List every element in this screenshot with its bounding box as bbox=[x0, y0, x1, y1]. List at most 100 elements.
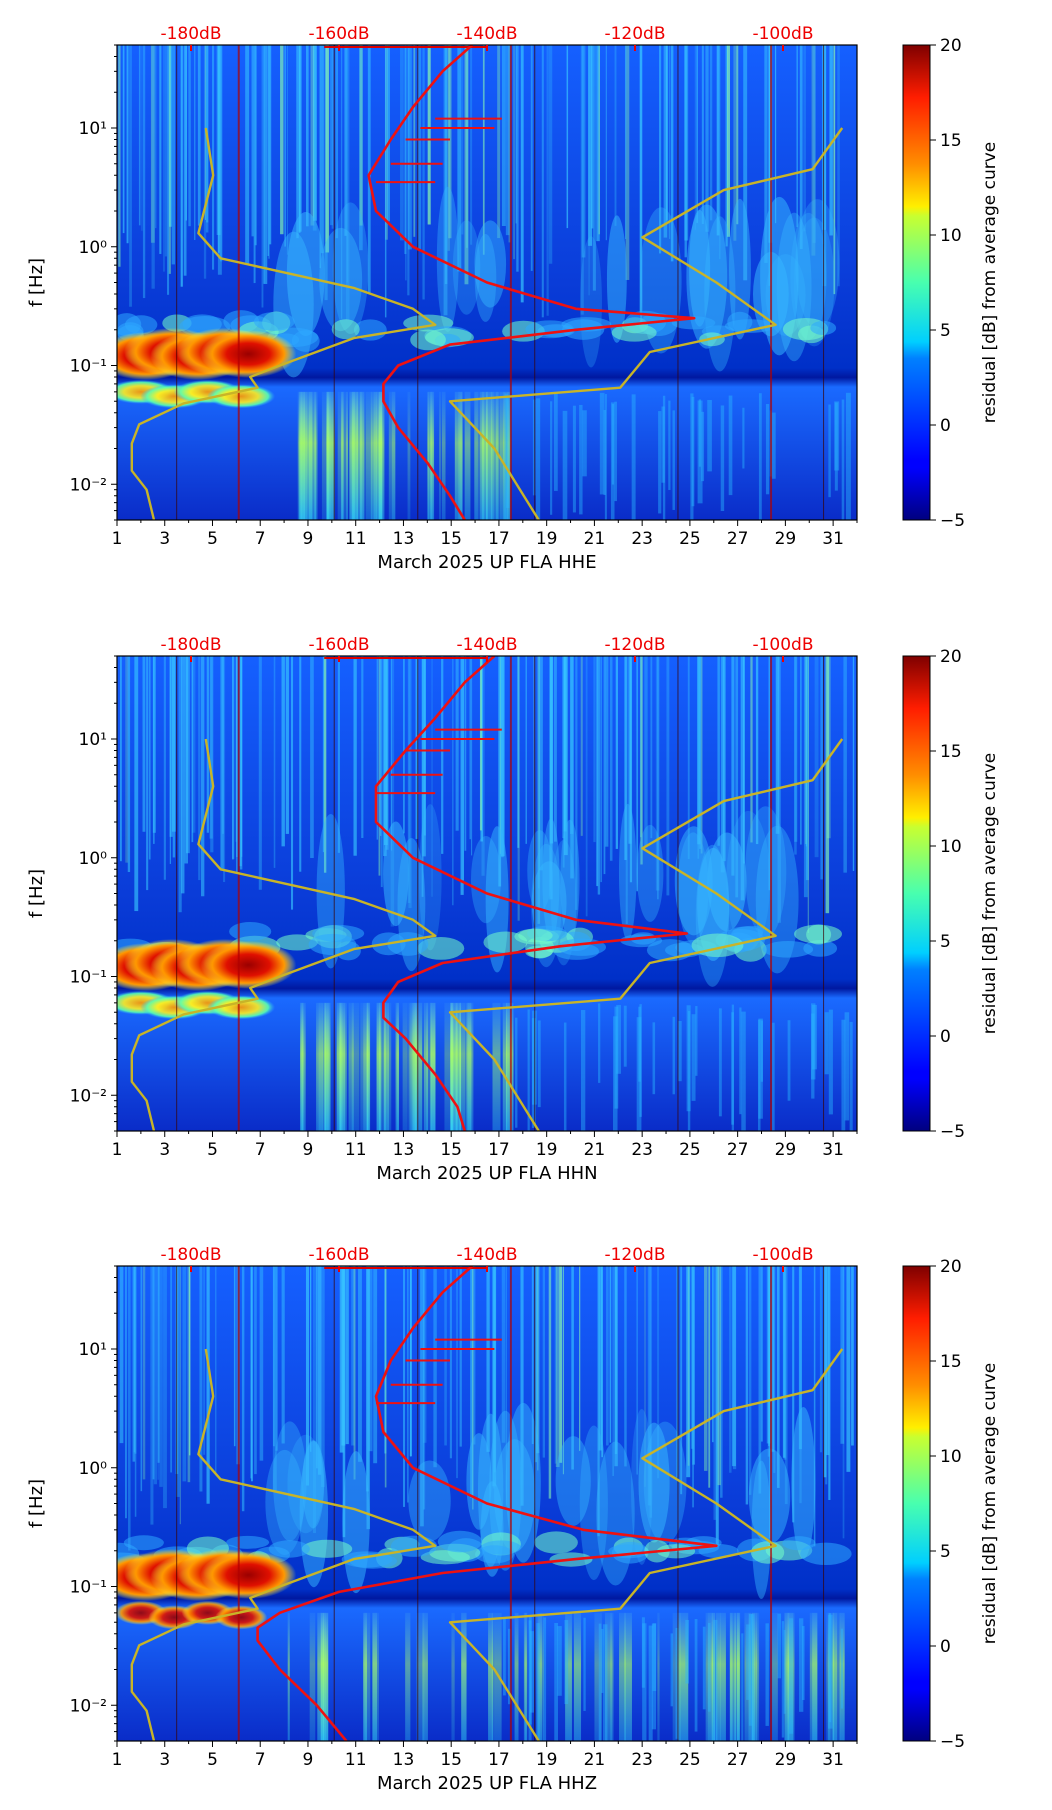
average-psd-curve bbox=[367, 45, 696, 520]
x-tick-label: 13 bbox=[393, 1750, 415, 1770]
x-tick-label: 9 bbox=[303, 529, 314, 549]
x-tick-label: 15 bbox=[440, 529, 462, 549]
x-tick-label: 23 bbox=[631, 1140, 653, 1160]
x-tick-label: 11 bbox=[345, 1750, 367, 1770]
y-tick-label: 10⁻² bbox=[70, 475, 107, 495]
y-axis-label: f [Hz] bbox=[26, 1479, 47, 1528]
x-tick-label: 7 bbox=[255, 529, 266, 549]
colorbar-tick-label: 15 bbox=[940, 742, 962, 762]
colorbar-label: residual [dB] from average curve bbox=[980, 753, 1000, 1034]
spectrogram-plot-area bbox=[117, 45, 857, 520]
colorbar-tick-label: −5 bbox=[940, 1732, 965, 1752]
high-frequency-streaks bbox=[119, 1266, 854, 1551]
top-db-axis: -180dB -160dB -140dB -120dB -100dB bbox=[160, 635, 814, 662]
colorbar-tick-label: 0 bbox=[940, 416, 951, 436]
colorbar-tick-label: 15 bbox=[940, 131, 962, 151]
top-db-label: -180dB bbox=[160, 1245, 221, 1265]
x-tick-label: 1 bbox=[112, 1140, 123, 1160]
noise-model-lower-curve bbox=[130, 738, 437, 1131]
top-db-axis: -180dB -160dB -140dB -120dB -100dB bbox=[160, 1245, 814, 1272]
colorbar-tick-label: 5 bbox=[940, 321, 951, 341]
top-db-label: -140dB bbox=[456, 24, 517, 44]
x-tick-label: 27 bbox=[727, 529, 749, 549]
x-axis-label: March 2025 UP FLA HHN bbox=[376, 1163, 597, 1184]
top-db-label: -160dB bbox=[308, 635, 369, 655]
top-db-label: -180dB bbox=[160, 635, 221, 655]
colorbar-tick-label: 10 bbox=[940, 226, 962, 246]
top-db-label: -120dB bbox=[604, 635, 665, 655]
x-tick-label: 17 bbox=[488, 1140, 510, 1160]
colorbar-tick-label: 0 bbox=[940, 1027, 951, 1047]
y-axis-label: f [Hz] bbox=[26, 258, 47, 307]
low-frequency-stripes bbox=[297, 391, 851, 520]
colorbar-gradient bbox=[902, 44, 931, 521]
top-db-label: -100dB bbox=[752, 1245, 813, 1265]
x-tick-label: 5 bbox=[207, 1140, 218, 1160]
x-tick-label: 17 bbox=[488, 529, 510, 549]
x-tick-label: 21 bbox=[584, 529, 606, 549]
x-tick-label: 29 bbox=[775, 529, 797, 549]
noise-model-lower-curve bbox=[130, 1348, 437, 1741]
x-tick-label: 9 bbox=[303, 1750, 314, 1770]
x-tick-label: 3 bbox=[159, 529, 170, 549]
high-frequency-streaks bbox=[119, 656, 855, 933]
x-tick-label: 17 bbox=[488, 1750, 510, 1770]
y-tick-label: 10⁻¹ bbox=[70, 968, 107, 988]
y-tick-label: 10¹ bbox=[79, 1340, 107, 1360]
y-axis: 10¹ 10⁰ 10⁻¹ 10⁻² f [Hz] bbox=[26, 44, 117, 521]
colorbar-tick-label: 5 bbox=[940, 1542, 951, 1562]
top-db-label: -100dB bbox=[752, 24, 813, 44]
x-tick-label: 19 bbox=[536, 1140, 558, 1160]
x-tick-label: 31 bbox=[822, 1140, 844, 1160]
colorbar: 20 15 10 5 0 −5 residual [dB] from average cur… bbox=[902, 1257, 1000, 1752]
top-db-label: -140dB bbox=[456, 1245, 517, 1265]
x-tick-label: 19 bbox=[536, 1750, 558, 1770]
x-tick-label: 3 bbox=[159, 1750, 170, 1770]
colorbar-tick-label: 5 bbox=[940, 932, 951, 952]
top-db-label: -160dB bbox=[308, 1245, 369, 1265]
colorbar: 20 15 10 5 0 −5 residual [dB] from average cur… bbox=[902, 36, 1000, 531]
noise-model-upper-curve bbox=[448, 127, 844, 520]
y-axis-label: f [Hz] bbox=[26, 869, 47, 918]
x-tick-label: 19 bbox=[536, 529, 558, 549]
top-db-label: -180dB bbox=[160, 24, 221, 44]
top-db-label: -120dB bbox=[604, 24, 665, 44]
low-frequency-stripes bbox=[287, 1612, 845, 1741]
y-axis: 10¹ 10⁰ 10⁻¹ 10⁻² f [Hz] bbox=[26, 655, 117, 1132]
colorbar: 20 15 10 5 0 −5 residual [dB] from average cur… bbox=[902, 647, 1000, 1142]
y-tick-label: 10⁰ bbox=[79, 849, 108, 869]
x-tick-label: 31 bbox=[822, 1750, 844, 1770]
x-tick-label: 25 bbox=[679, 529, 701, 549]
average-psd-spikes bbox=[376, 728, 502, 795]
storm-hotspots bbox=[117, 938, 297, 1020]
data-gap-lines bbox=[176, 1266, 825, 1741]
top-db-label: -100dB bbox=[752, 635, 813, 655]
low-frequency-stripes bbox=[300, 1002, 853, 1131]
colorbar-tick-label: 15 bbox=[940, 1352, 962, 1372]
y-tick-label: 10⁻² bbox=[70, 1696, 107, 1716]
y-tick-label: 10⁰ bbox=[79, 238, 108, 258]
spectrogram-plot-area bbox=[117, 1266, 857, 1741]
x-tick-label: 31 bbox=[822, 529, 844, 549]
x-tick-label: 25 bbox=[679, 1750, 701, 1770]
top-db-label: -160dB bbox=[308, 24, 369, 44]
noise-model-lower-curve bbox=[130, 127, 437, 520]
x-tick-label: 1 bbox=[112, 529, 123, 549]
x-tick-label: 21 bbox=[584, 1750, 606, 1770]
x-tick-label: 9 bbox=[303, 1140, 314, 1160]
x-tick-label: 15 bbox=[440, 1140, 462, 1160]
colorbar-gradient bbox=[902, 1265, 931, 1742]
x-tick-label: 1 bbox=[112, 1750, 123, 1770]
colorbar-tick-label: 10 bbox=[940, 837, 962, 857]
x-tick-label: 5 bbox=[207, 529, 218, 549]
x-tick-label: 7 bbox=[255, 1750, 266, 1770]
colorbar-tick-label: 20 bbox=[940, 36, 962, 56]
y-tick-label: 10⁻¹ bbox=[70, 1578, 107, 1598]
